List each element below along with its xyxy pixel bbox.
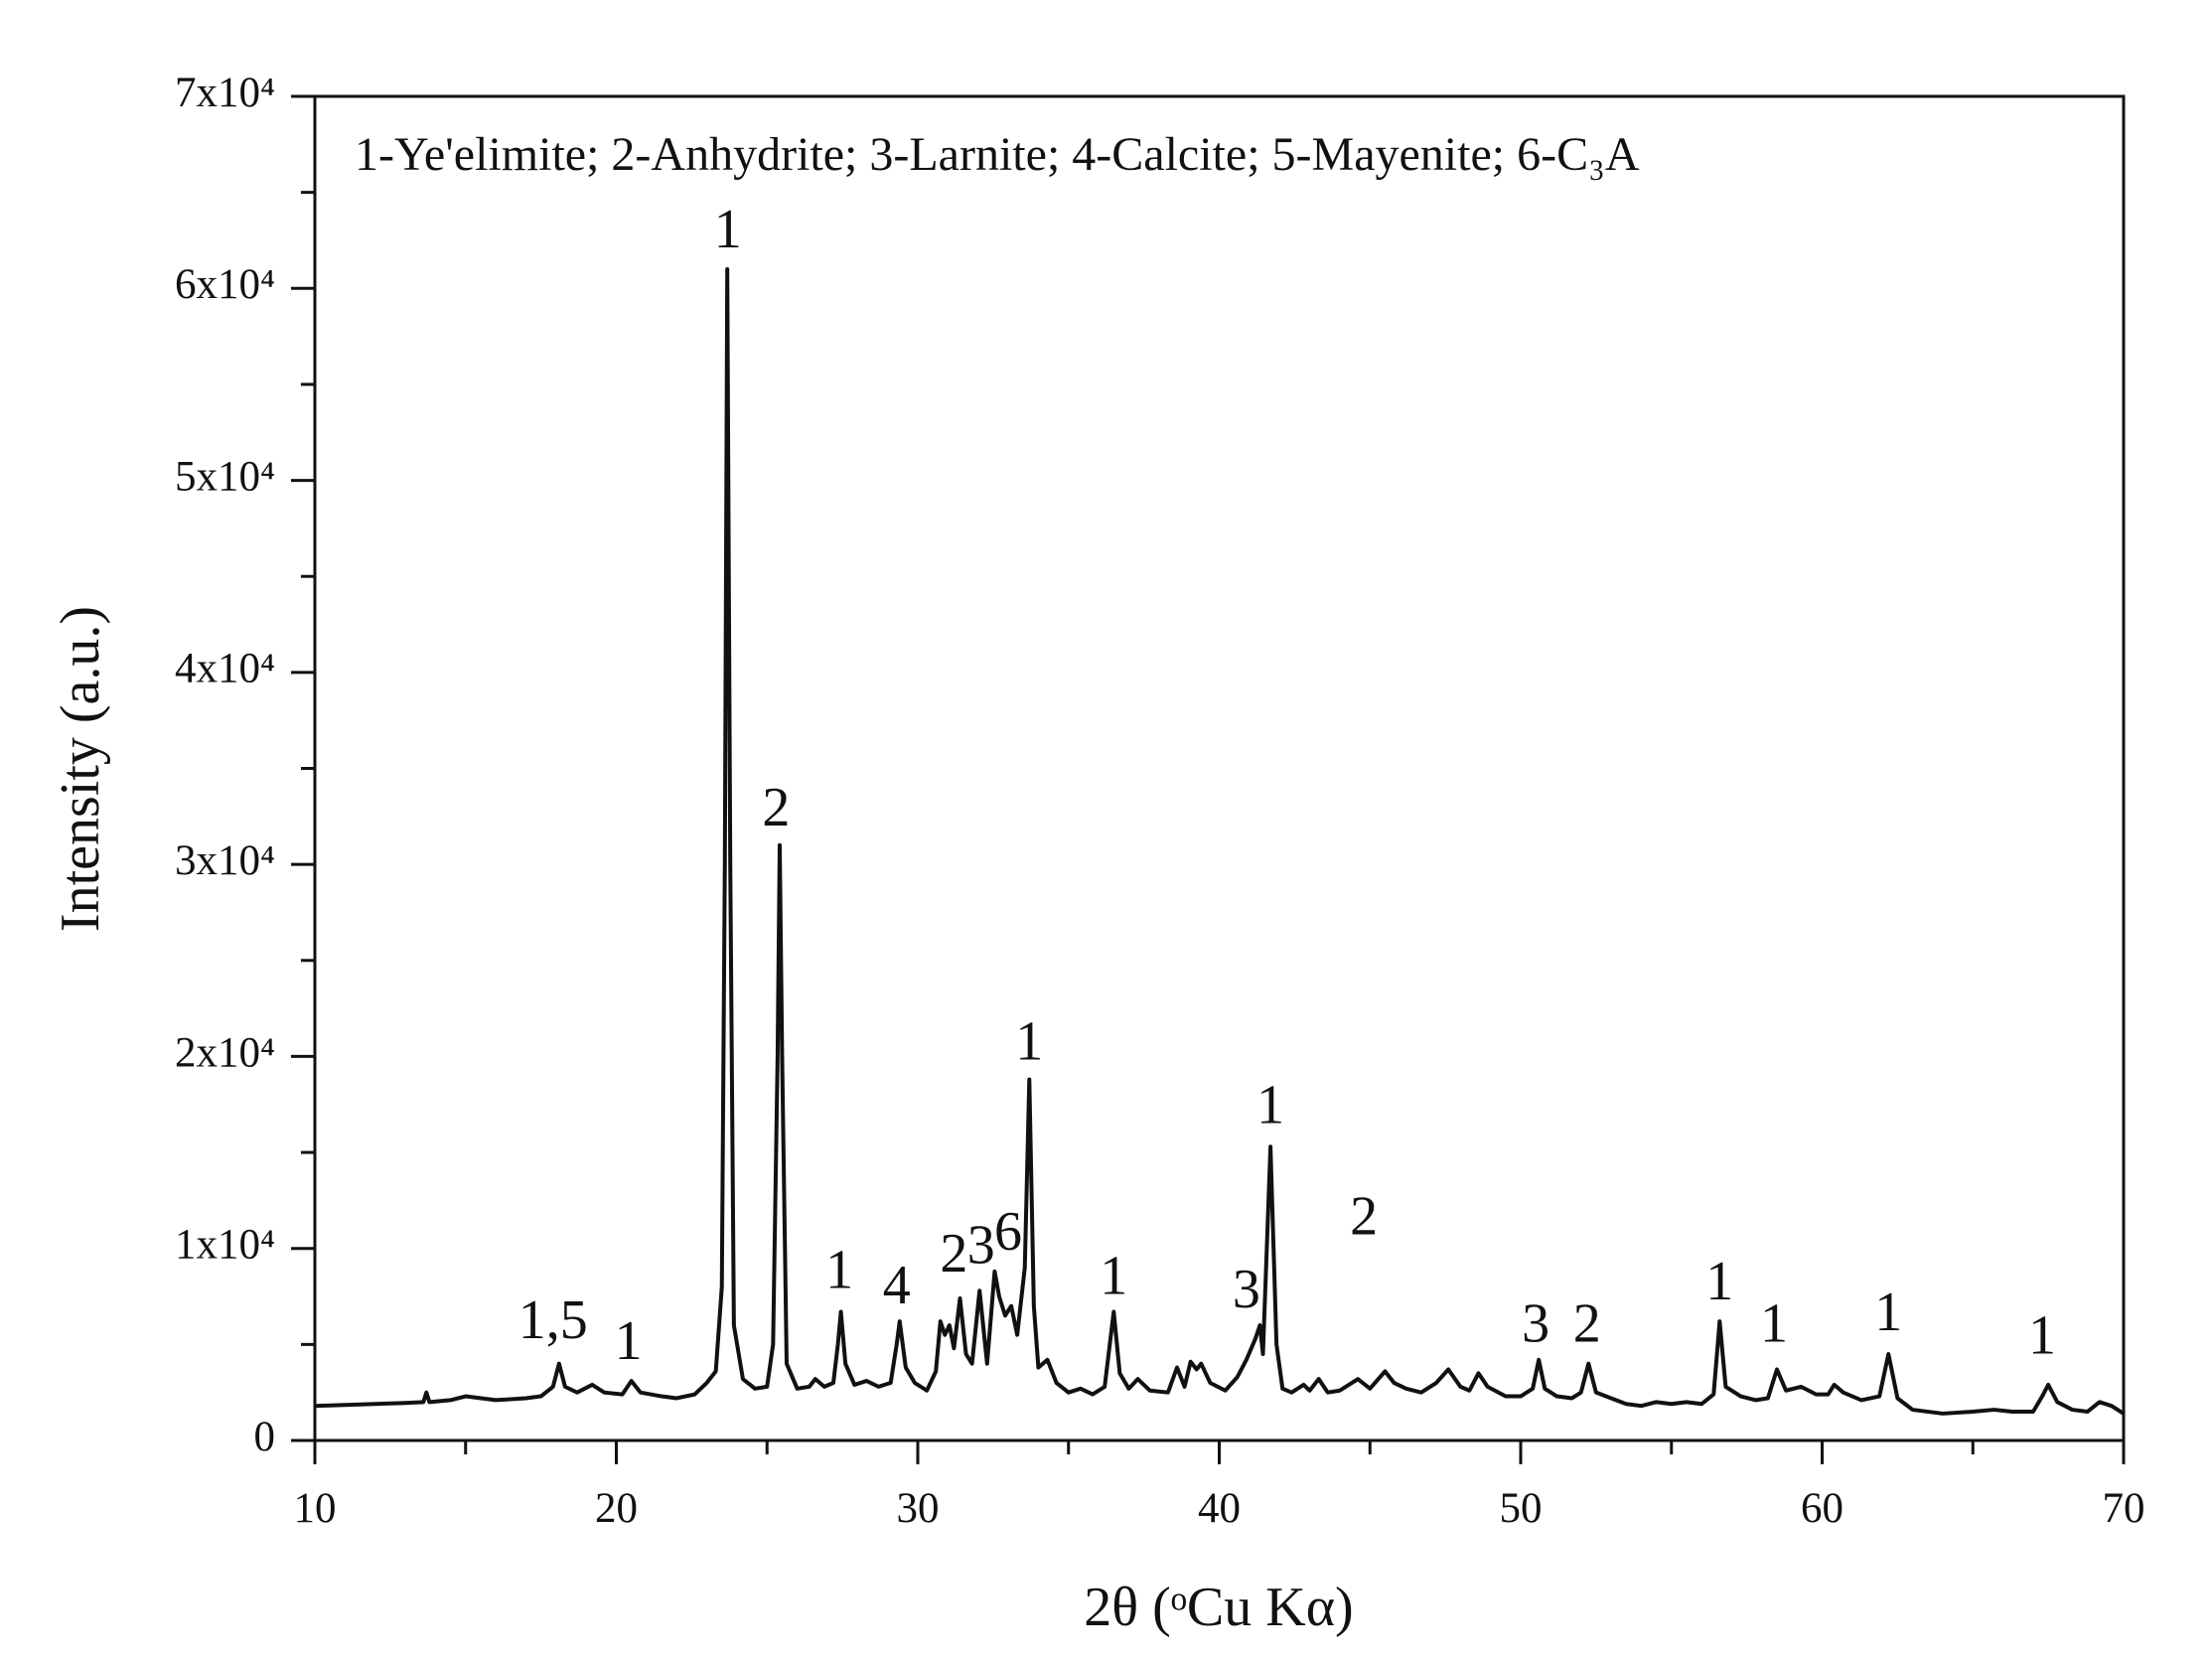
x-axis-title: 2θ (ᵒCu Kα) [1084, 1577, 1353, 1638]
y-tick-label: 6x10⁴ [175, 261, 275, 308]
y-tick-label: 2x10⁴ [175, 1029, 275, 1076]
y-tick-label: 0 [254, 1414, 276, 1460]
peak-label: 1 [1100, 1245, 1127, 1306]
legend-text: 1-Ye'elimite; 2-Anhydrite; 3-Larnite; 4-… [355, 128, 1640, 181]
peak-label: 3 [967, 1214, 995, 1276]
peak-label: 1 [1015, 1011, 1043, 1073]
peak-label: 2 [1573, 1293, 1601, 1355]
plot-frame [313, 94, 2126, 1442]
peak-label: 2 [1350, 1185, 1378, 1247]
x-tick-label: 60 [1801, 1485, 1843, 1532]
peak-label: 2 [940, 1223, 967, 1284]
x-tick-label: 50 [1500, 1485, 1543, 1532]
data-line [314, 266, 2126, 1416]
peak-label: 4 [883, 1255, 911, 1316]
y-tick-label: 1x10⁴ [175, 1222, 275, 1269]
x-tick-label: 70 [2103, 1485, 2145, 1532]
peak-label: 1,5 [518, 1289, 588, 1351]
y-axis-title: Intensity (a.u.) [50, 606, 111, 932]
y-tick-label: 4x10⁴ [175, 646, 275, 692]
peak-label: 1 [2028, 1304, 2056, 1366]
x-tick-label: 30 [897, 1485, 940, 1532]
peak-label: 1 [1256, 1074, 1284, 1135]
y-tick-label: 7x10⁴ [175, 70, 275, 116]
peak-label: 1 [714, 199, 742, 260]
peak-label: 1 [1874, 1282, 1902, 1343]
peak-label: 1 [1705, 1251, 1733, 1312]
peak-label: 3 [1233, 1259, 1260, 1320]
x-tick-label: 10 [294, 1485, 337, 1532]
peak-label: 1 [1760, 1293, 1788, 1355]
peak-label: 1 [615, 1310, 643, 1372]
x-tick-label: 40 [1198, 1485, 1241, 1532]
y-tick-label: 3x10⁴ [175, 837, 275, 884]
peak-label: 2 [762, 777, 790, 838]
x-tick-label: 20 [595, 1485, 638, 1532]
peak-label: 1 [825, 1240, 853, 1301]
y-tick-label: 5x10⁴ [175, 453, 275, 500]
peak-label: 3 [1522, 1293, 1549, 1355]
peak-label: 6 [994, 1201, 1022, 1263]
